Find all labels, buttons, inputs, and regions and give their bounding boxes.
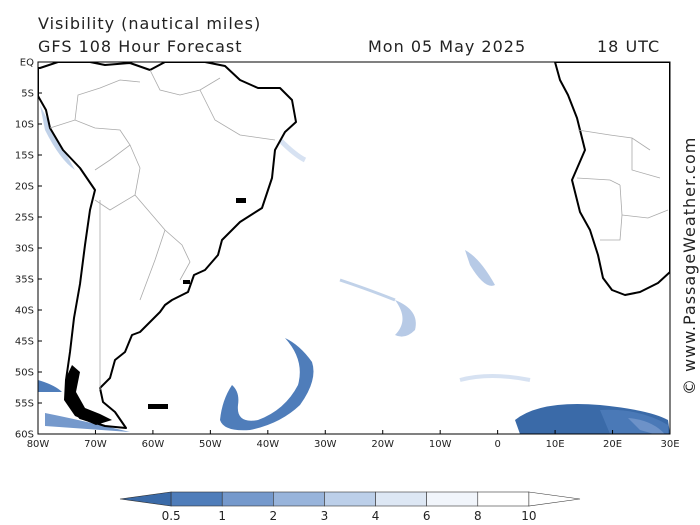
tierra-del-fuego <box>64 198 246 425</box>
map-area <box>38 62 670 434</box>
colorbar-segment <box>426 491 479 507</box>
colorbar-label: 10 <box>521 509 537 523</box>
colorbar-label: 0.5 <box>161 509 181 523</box>
colorbar-left-arrow <box>119 491 172 507</box>
map-title: Visibility (nautical miles) <box>38 14 262 33</box>
colorbar-label: 1 <box>218 509 227 523</box>
latitude-axis: EQ 5S 10S 15S 20S 25S 30S 35S 40S 45S 50S 55S 60S <box>15 58 42 441</box>
colorbar-segment <box>324 491 376 507</box>
colorbar-right-arrow <box>528 491 581 507</box>
africa-landmass <box>554 62 670 296</box>
map-subtitle: GFS 108 Hour Forecast <box>38 37 243 56</box>
colorbar-segment <box>170 491 223 507</box>
colorbar-label: 2 <box>269 509 278 523</box>
lat-label: 35S <box>15 275 34 286</box>
lat-label: 30S <box>15 244 34 255</box>
colorbar-segment <box>221 491 274 507</box>
lat-label: 5S <box>21 89 34 100</box>
lat-label: 10S <box>15 120 34 131</box>
lon-label: 30E <box>660 439 679 450</box>
longitude-axis: 80W 70W 60W 50W 40W 30W 20W 10W 0 10E 20E 30E <box>27 430 680 450</box>
lat-label: 15S <box>15 151 34 162</box>
lon-label: 10E <box>546 439 565 450</box>
lon-label: 20E <box>603 439 622 450</box>
lon-label: 60W <box>142 439 165 450</box>
colorbar-segment <box>273 491 325 507</box>
lon-label: 20W <box>371 439 394 450</box>
colorbar <box>119 491 581 507</box>
lon-label: 0 <box>494 439 500 450</box>
colorbar-label: 6 <box>422 509 431 523</box>
lat-label: EQ <box>20 58 34 69</box>
lat-label: 55S <box>15 399 34 410</box>
lat-label: 25S <box>15 213 34 224</box>
colorbar-segment <box>477 491 530 507</box>
lon-label: 80W <box>27 439 50 450</box>
lat-label: 50S <box>15 368 34 379</box>
credit-text: © www.PassageWeather.com <box>680 136 699 395</box>
lat-label: 20S <box>15 182 34 193</box>
lat-label: 40S <box>15 306 34 317</box>
lon-label: 40W <box>257 439 280 450</box>
lon-label: 70W <box>84 439 107 450</box>
forecast-date: Mon 05 May 2025 <box>368 37 527 56</box>
lat-label: 60S <box>15 430 34 441</box>
lon-label: 10W <box>429 439 452 450</box>
colorbar-label: 8 <box>473 509 482 523</box>
colorbar-label: 4 <box>371 509 380 523</box>
colorbar-segment <box>375 491 427 507</box>
colorbar-label: 3 <box>320 509 329 523</box>
south-america-landmass <box>38 62 297 429</box>
forecast-time: 18 UTC <box>597 37 661 56</box>
lon-label: 50W <box>199 439 222 450</box>
lat-label: 45S <box>15 337 34 348</box>
lon-label: 30W <box>314 439 337 450</box>
